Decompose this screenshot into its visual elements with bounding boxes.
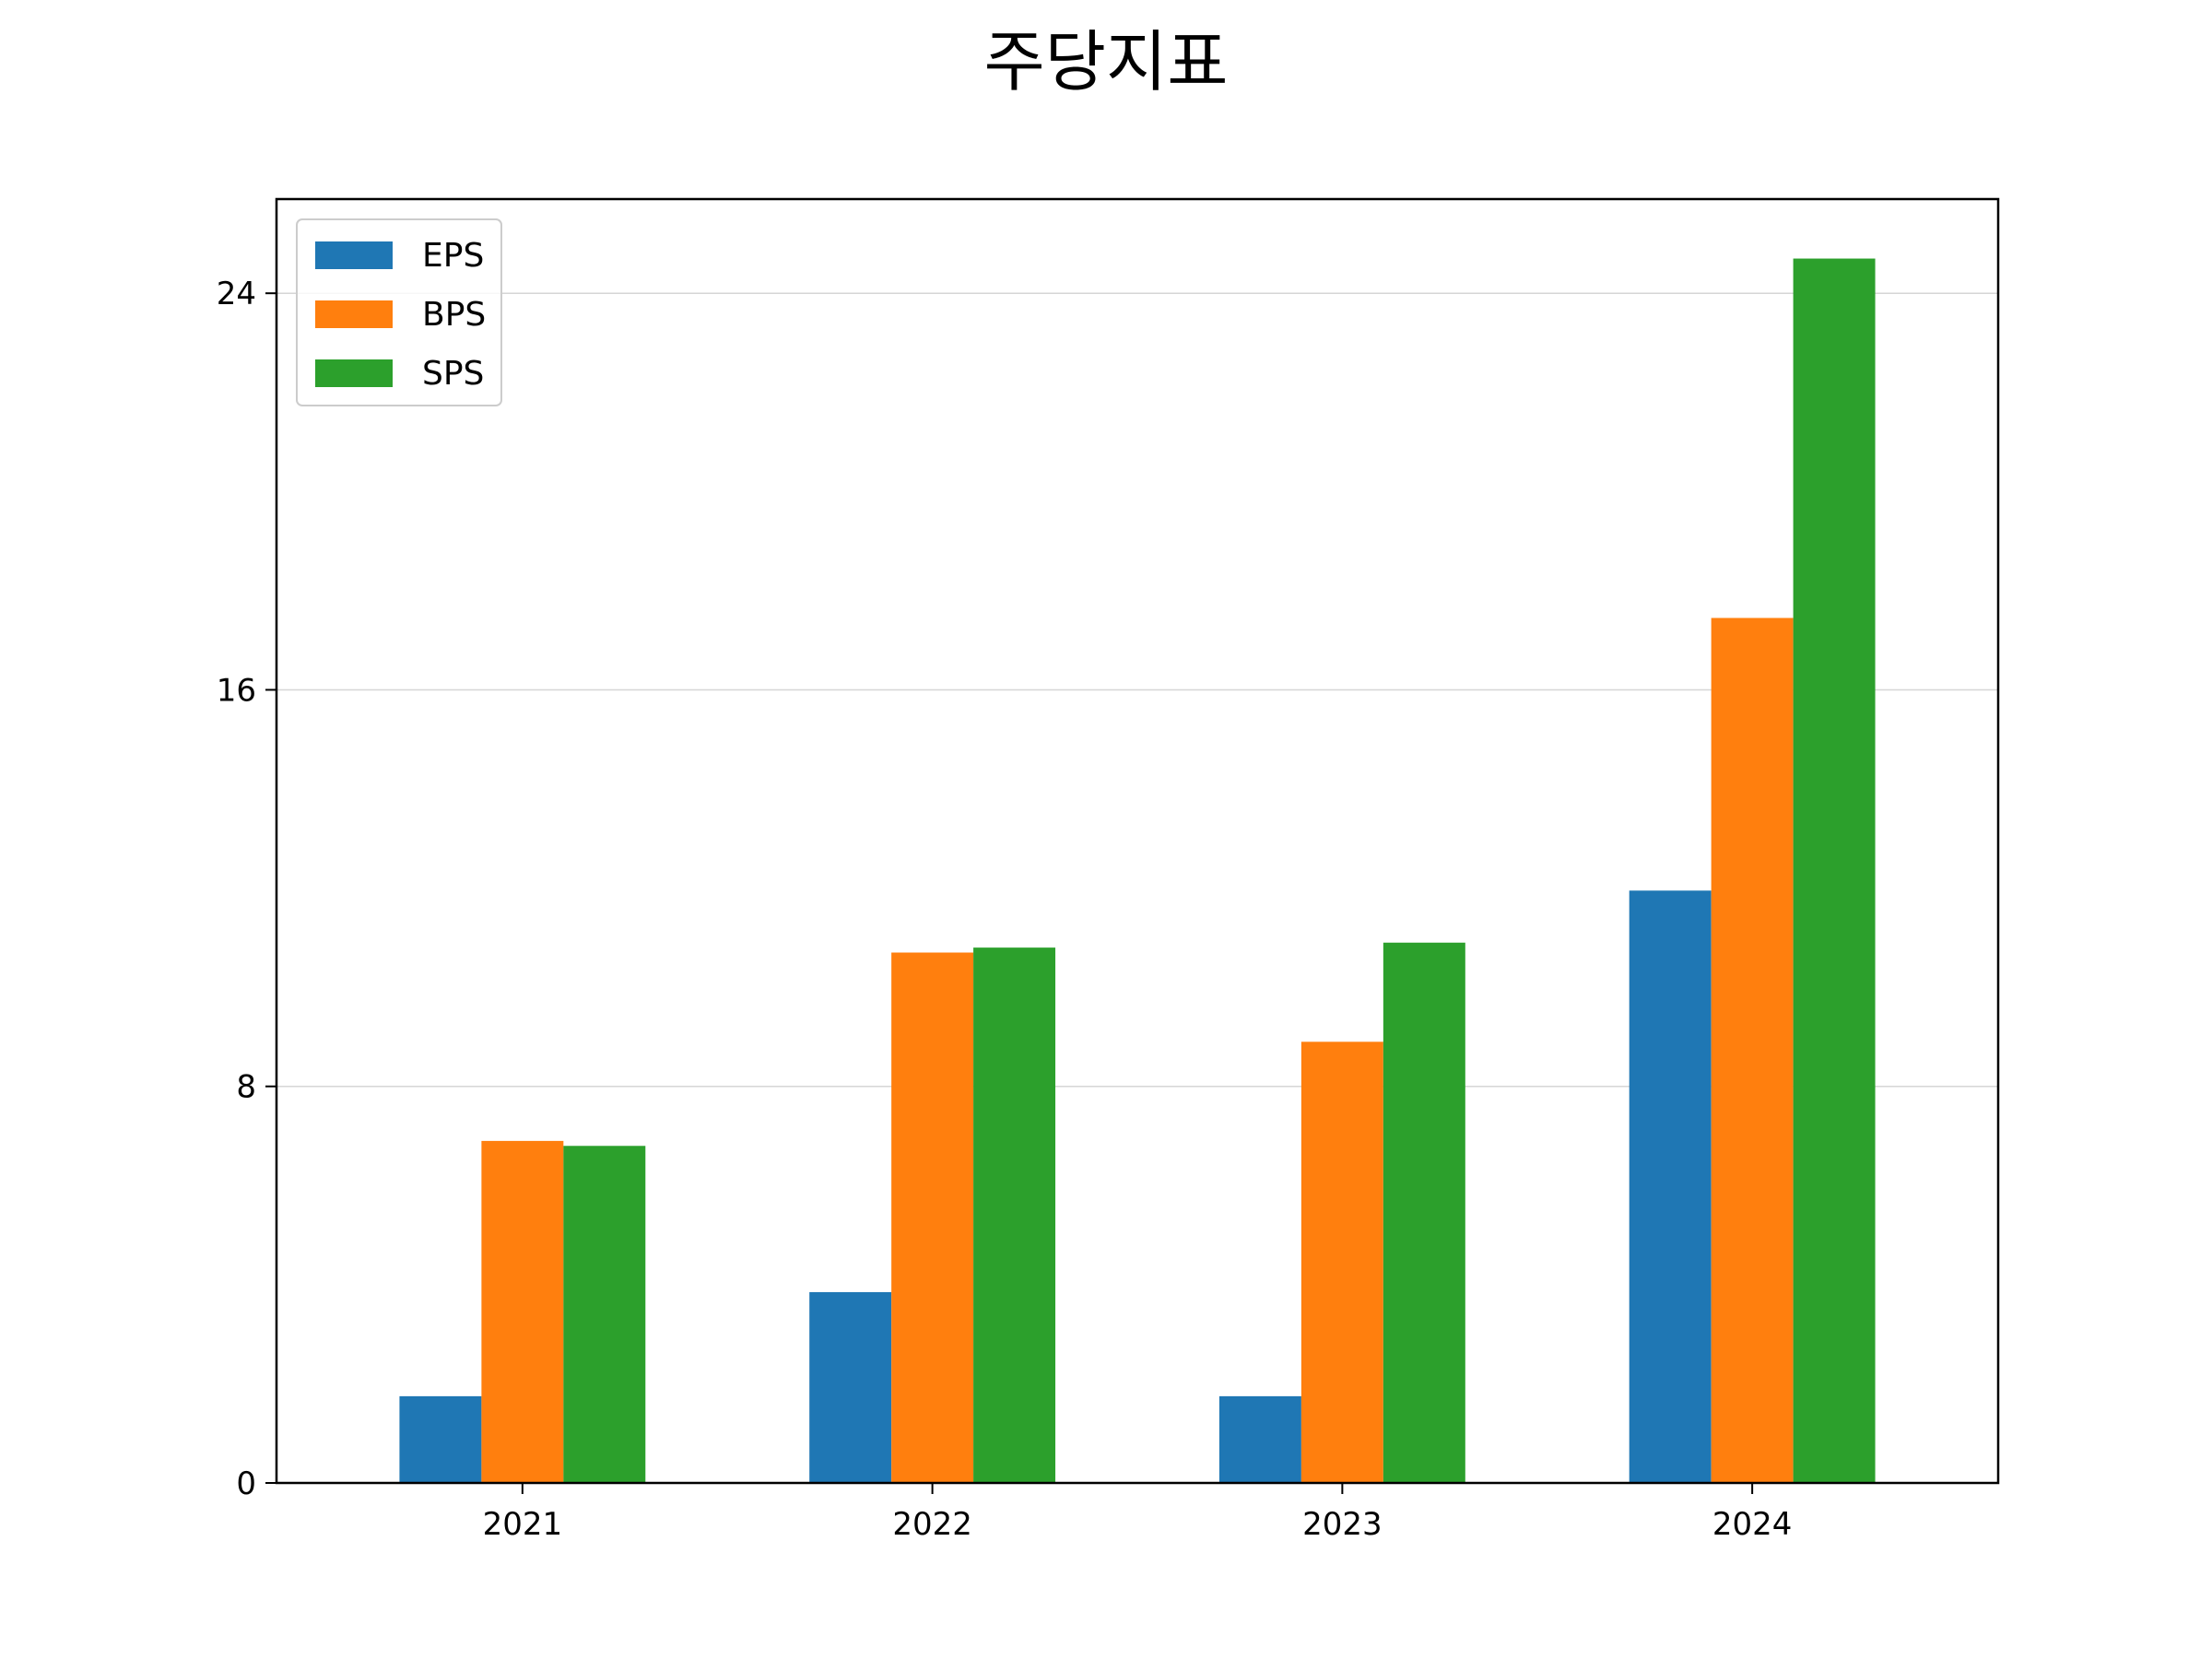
bars <box>399 258 1876 1483</box>
legend-swatch-sps <box>315 359 393 387</box>
bar-sps-2021 <box>563 1146 646 1483</box>
bar-bps-2021 <box>481 1140 564 1483</box>
x-tick-label: 2023 <box>1302 1506 1382 1543</box>
legend-items: EPS BPS SPS <box>315 237 486 393</box>
x-tick-label: 2024 <box>1712 1506 1793 1543</box>
bar-sps-2023 <box>1382 942 1465 1483</box>
bar-eps-2024 <box>1629 890 1712 1483</box>
bar-bps-2023 <box>1300 1041 1383 1483</box>
bar-eps-2021 <box>399 1395 482 1483</box>
x-tick-label: 2021 <box>483 1506 563 1543</box>
x-axis: 2021 2022 2023 2024 <box>483 1483 1793 1543</box>
y-tick-label: 16 <box>217 672 256 709</box>
legend-label-eps: EPS <box>422 237 484 275</box>
legend-swatch-bps <box>315 300 393 328</box>
bar-sps-2022 <box>973 947 1056 1483</box>
y-tick-label: 24 <box>217 276 256 312</box>
legend-label-sps: SPS <box>422 355 484 393</box>
bar-eps-2022 <box>809 1291 892 1483</box>
legend-label-bps: BPS <box>422 296 486 334</box>
y-tick-label: 8 <box>236 1069 256 1106</box>
plot-frame <box>275 197 2000 1485</box>
plot-area: 0 8 16 24 2021 2022 2023 2024 <box>217 197 2000 1543</box>
x-tick-label: 2022 <box>892 1506 972 1543</box>
bar-bps-2022 <box>891 952 974 1483</box>
bar-eps-2023 <box>1218 1395 1301 1483</box>
legend: EPS BPS SPS <box>296 218 502 406</box>
y-tick-label: 0 <box>236 1465 256 1502</box>
y-axis: 0 8 16 24 <box>217 276 276 1502</box>
bar-sps-2024 <box>1793 258 1876 1483</box>
legend-swatch-eps <box>315 241 393 269</box>
chart-title: 주당지표 <box>984 23 1229 100</box>
bar-bps-2024 <box>1711 618 1794 1483</box>
